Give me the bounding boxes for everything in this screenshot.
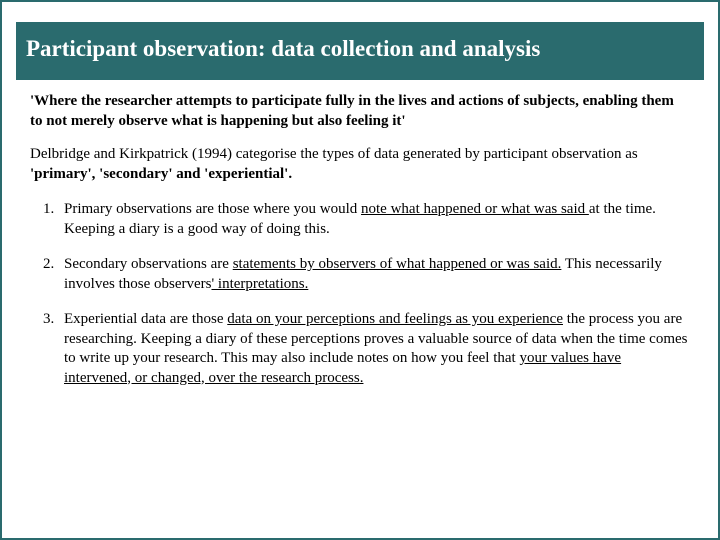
data-types-list: Primary observations are those where you… <box>30 200 690 388</box>
item-underline: statements by observers of what happened… <box>233 256 562 272</box>
quote-text: 'Where the researcher attempts to partic… <box>30 92 690 131</box>
slide-container: Participant observation: data collection… <box>0 0 720 540</box>
title-bar: Participant observation: data collection… <box>16 22 704 80</box>
item-underline: ' interpretations. <box>211 276 308 292</box>
item-underline: note what happened or what was said <box>361 201 589 217</box>
list-item: Primary observations are those where you… <box>58 200 690 239</box>
item-underline: data on your perceptions and feelings as… <box>227 311 563 327</box>
slide-content: 'Where the researcher attempts to partic… <box>2 80 718 414</box>
item-text: Primary observations are those where you… <box>64 201 361 217</box>
list-item: Experiential data are those data on your… <box>58 310 690 388</box>
item-text: Experiential data are those <box>64 311 227 327</box>
intro-paragraph: Delbridge and Kirkpatrick (1994) categor… <box>30 145 690 184</box>
intro-terms: 'primary', 'secondary' and 'experiential… <box>30 166 292 182</box>
item-text: Secondary observations are <box>64 256 233 272</box>
list-item: Secondary observations are statements by… <box>58 255 690 294</box>
slide-title: Participant observation: data collection… <box>26 36 694 62</box>
intro-pre: Delbridge and Kirkpatrick (1994) categor… <box>30 146 638 162</box>
